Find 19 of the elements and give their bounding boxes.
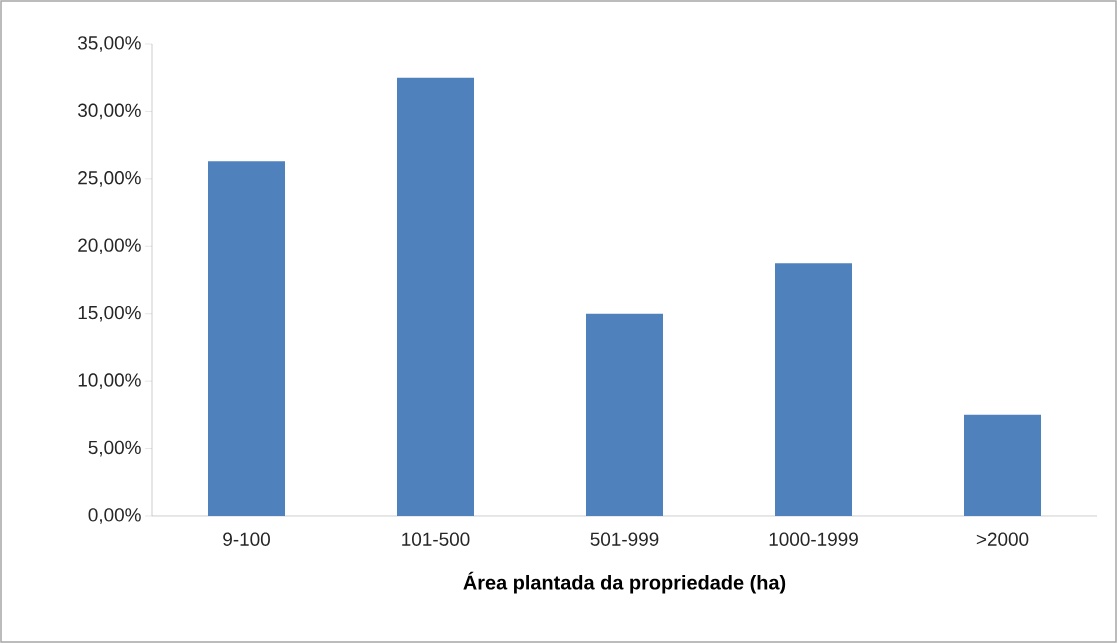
bar (397, 77, 475, 516)
y-tick-label: 30,00% (78, 103, 141, 120)
y-tick-label: 15,00% (78, 305, 141, 322)
x-tick-label: 9-100 (223, 532, 270, 546)
bar (586, 313, 664, 516)
x-tick-label: 101-500 (402, 532, 470, 546)
y-tick-label: 10,00% (78, 373, 141, 389)
bar (208, 161, 286, 516)
x-tick-label: 501-999 (590, 532, 659, 546)
y-tick-label: 25,00% (78, 171, 141, 187)
bar (964, 414, 1042, 516)
x-axis-title: Área plantada da propriedade (ha) (463, 571, 786, 594)
y-tick-label: 5,00% (88, 440, 141, 457)
bar (775, 263, 853, 516)
y-tick-label: 35,00% (78, 36, 141, 52)
y-tick-label: 0,00% (88, 508, 141, 524)
x-tick-label: 1000-1999 (769, 532, 858, 546)
y-tick-label: 20,00% (78, 238, 141, 255)
x-tick-label: >2000 (976, 532, 1029, 546)
